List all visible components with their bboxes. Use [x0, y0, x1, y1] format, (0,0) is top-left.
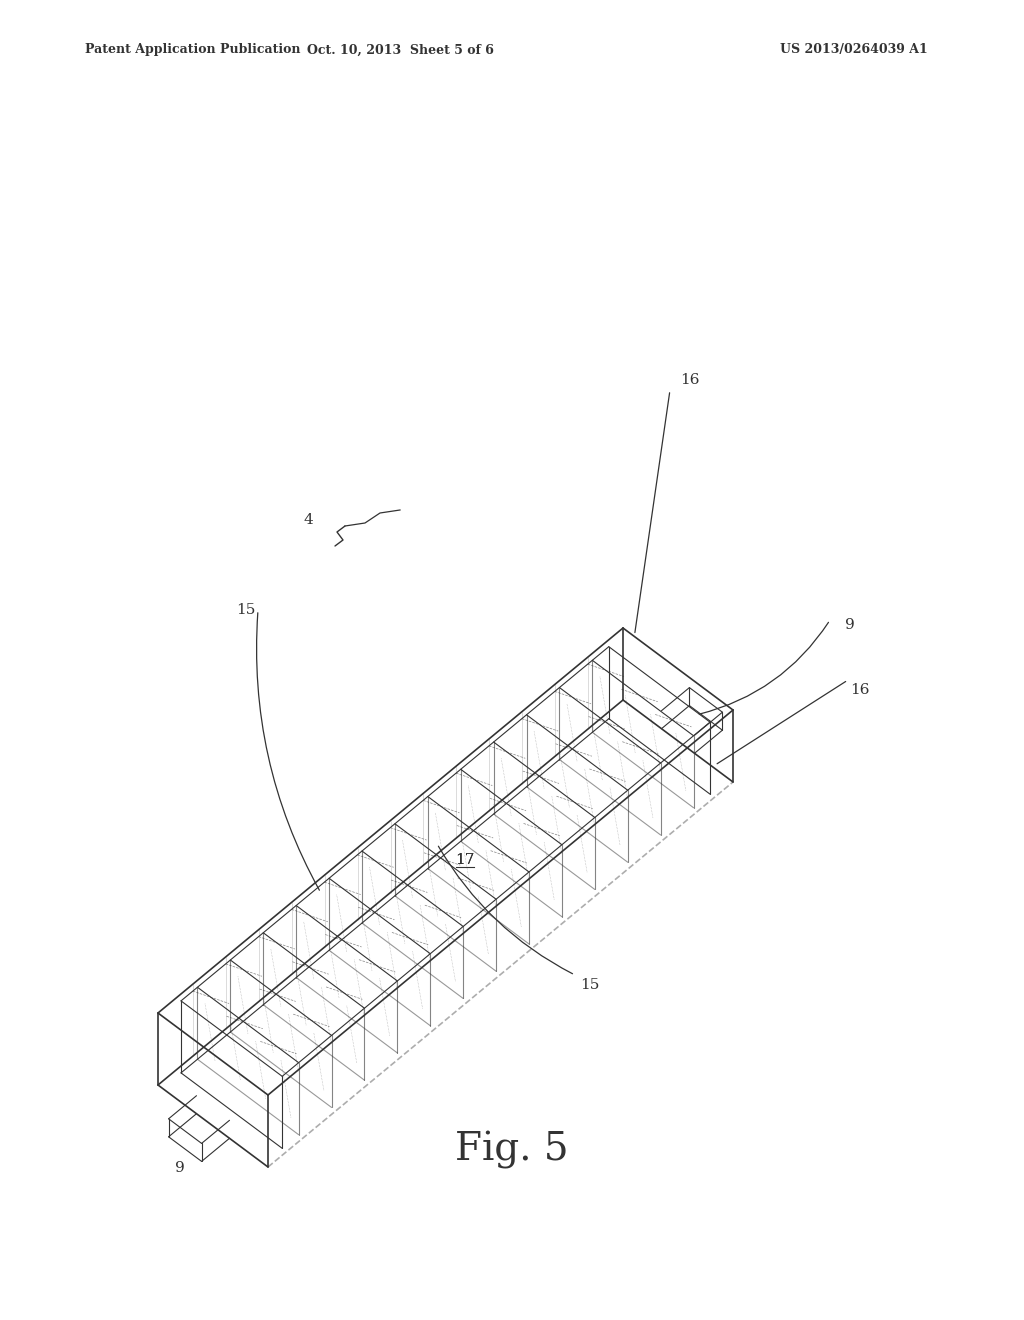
Text: 17: 17: [456, 853, 475, 867]
Text: 15: 15: [236, 603, 255, 616]
Text: Patent Application Publication: Patent Application Publication: [85, 44, 300, 57]
Text: 15: 15: [580, 978, 599, 993]
Text: 9: 9: [174, 1160, 184, 1175]
Text: Oct. 10, 2013  Sheet 5 of 6: Oct. 10, 2013 Sheet 5 of 6: [306, 44, 494, 57]
Text: 16: 16: [680, 374, 699, 387]
Text: 17: 17: [456, 853, 475, 867]
Text: 9: 9: [845, 618, 855, 632]
Text: Fig. 5: Fig. 5: [456, 1131, 568, 1170]
Text: US 2013/0264039 A1: US 2013/0264039 A1: [780, 44, 928, 57]
Text: 16: 16: [850, 682, 869, 697]
Text: 4: 4: [303, 513, 313, 527]
